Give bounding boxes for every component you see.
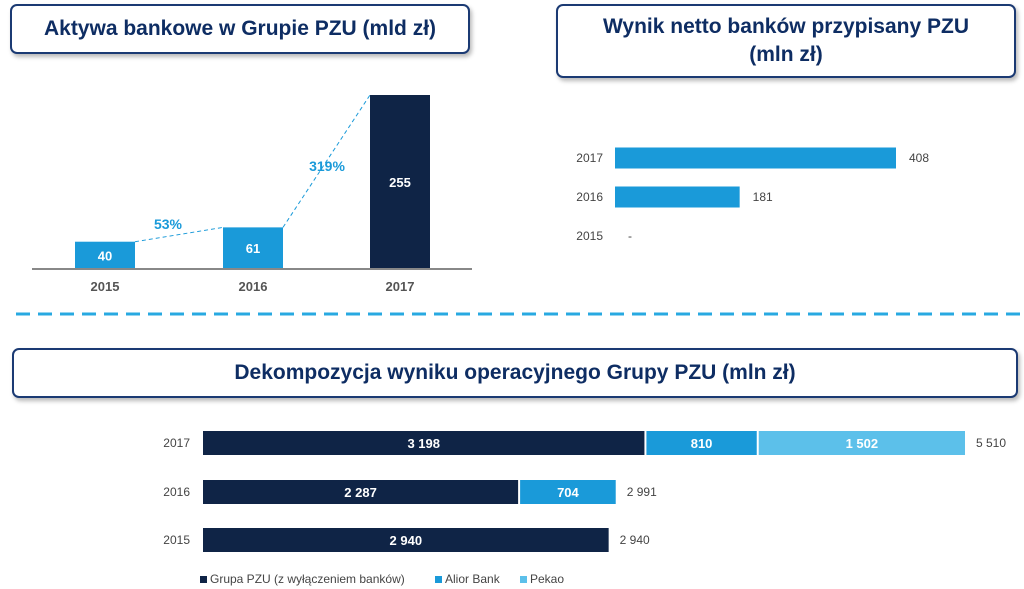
legend-label-s1: Alior Bank — [445, 572, 500, 586]
asset-bar-label-2017: 255 — [389, 175, 411, 190]
decomp-bar-label-2016-s0: 2 287 — [344, 485, 377, 500]
net-result-title-line1: Wynik netto banków przypisany PZU — [602, 15, 969, 38]
legend-label-s0: Grupa PZU (z wyłączeniem banków) — [210, 572, 405, 586]
growth-label-2017: 319% — [309, 158, 345, 174]
decomp-bar-2017-s2 — [758, 431, 965, 455]
net-year-label-2017: 2017 — [576, 151, 603, 165]
decomp-bar-2017-s1 — [646, 431, 757, 455]
net-bar-2016 — [615, 186, 740, 208]
decomp-bar-label-2017-s0: 3 198 — [407, 436, 440, 451]
asset-bar-label-2016: 61 — [246, 241, 260, 256]
legend-swatch-s2 — [520, 575, 527, 583]
assets-chart-title: Aktywa bankowe w Grupie PZU (mld zł) — [10, 4, 470, 54]
asset-bar-2015 — [75, 241, 135, 269]
net-bar-2017 — [615, 147, 896, 169]
legend-swatch-s0 — [200, 575, 207, 583]
assets-chart-title-text: Aktywa bankowe w Grupie PZU (mld zł) — [43, 17, 437, 40]
asset-bar-label-2015: 40 — [98, 248, 112, 263]
decomp-bar-label-2017-s1: 810 — [691, 436, 713, 451]
decomp-total-2017: 5 510 — [976, 436, 1006, 450]
legend-swatch-s1 — [435, 575, 442, 583]
legend-label-s2: Pekao — [530, 572, 565, 586]
net-year-label-2015: 2015 — [576, 229, 603, 243]
asset-year-label-2015: 2015 — [91, 279, 120, 294]
legend-item-s1: Alior Bank — [435, 572, 500, 586]
decomposition-chart-title: Dekompozycja wyniku operacyjnego Grupy P… — [12, 348, 1018, 398]
net-value-label-2015: - — [628, 229, 632, 243]
net-year-label-2016: 2016 — [576, 190, 603, 204]
decomp-year-label-2017: 2017 — [163, 436, 190, 450]
decomp-year-label-2015: 2015 — [163, 533, 190, 547]
decomp-bar-2015-s0 — [203, 528, 609, 552]
growth-connector-2017 — [282, 94, 371, 228]
growth-connector-2016 — [134, 226, 224, 243]
decomposition-chart-title-text: Dekompozycja wyniku operacyjnego Grupy P… — [234, 361, 796, 384]
decomp-bar-label-2015-s0: 2 940 — [390, 533, 423, 548]
net-value-label-2016: 181 — [753, 190, 773, 204]
decomp-bar-2016-s1 — [520, 480, 616, 504]
asset-year-label-2016: 2016 — [239, 279, 268, 294]
asset-bar-2017 — [370, 95, 430, 269]
growth-label-2016: 53% — [154, 216, 183, 232]
net-result-title-line2: (mln zł) — [749, 43, 823, 66]
legend-item-s2: Pekao — [520, 572, 564, 586]
decomp-year-label-2016: 2016 — [163, 485, 190, 499]
decomp-bar-label-2016-s1: 704 — [557, 485, 579, 500]
decomp-total-2016: 2 991 — [627, 485, 657, 499]
net-result-chart-title: Wynik netto banków przypisany PZU (mln z… — [556, 4, 1016, 78]
decomp-bar-2017-s0 — [203, 431, 645, 455]
net-value-label-2017: 408 — [909, 151, 929, 165]
decomp-bar-label-2017-s2: 1 502 — [846, 436, 879, 451]
asset-year-label-2017: 2017 — [386, 279, 415, 294]
asset-bar-2016 — [223, 227, 283, 269]
decomp-total-2015: 2 940 — [620, 533, 650, 547]
decomp-bar-2016-s0 — [203, 480, 519, 504]
legend-item-s0: Grupa PZU (z wyłączeniem banków) — [200, 572, 405, 586]
